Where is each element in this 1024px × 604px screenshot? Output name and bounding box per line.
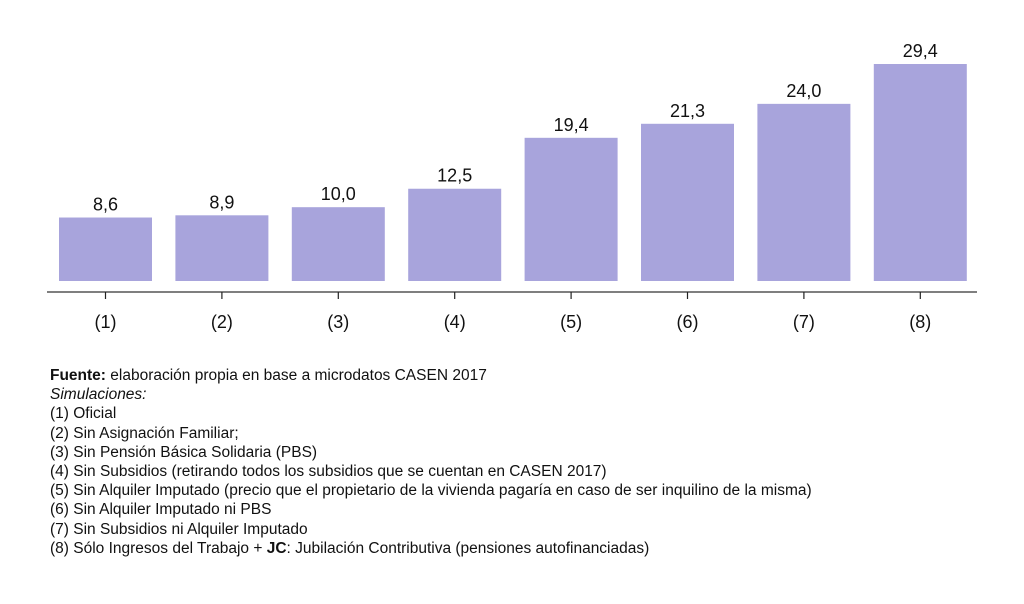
data-label-4: 12,5: [437, 166, 472, 186]
x-tick-label-7: (7): [793, 312, 815, 332]
simulation-item-6: (6) Sin Alquiler Imputado ni PBS: [50, 501, 272, 519]
x-tick-label-6: (6): [677, 312, 699, 332]
data-label-1: 8,6: [93, 195, 118, 215]
x-tick-label-3: (3): [327, 312, 349, 332]
source-label: Fuente:: [50, 367, 106, 384]
x-tick-label-5: (5): [560, 312, 582, 332]
x-tick-label-8: (8): [909, 312, 931, 332]
data-label-8: 29,4: [903, 41, 938, 61]
simulation-item-3: (3) Sin Pensión Básica Solidaria (PBS): [50, 443, 318, 461]
bar-4: [408, 188, 502, 281]
simulation-item-8: (8) Sólo Ingresos del Trabajo + JC: Jubi…: [50, 539, 812, 558]
simulation-item-4: (4) Sin Subsidios (retirando todos los s…: [50, 463, 607, 481]
chart-notes: Fuente: elaboración propia en base a mic…: [50, 366, 812, 558]
source-text: elaboración propia en base a microdatos …: [105, 367, 487, 384]
data-label-3: 10,0: [321, 184, 356, 204]
bar-3: [291, 207, 385, 281]
simulation-item-7: (7) Sin Subsidios ni Alquiler Imputado: [50, 520, 308, 538]
item8-suffix: : Jubilación Contributiva (pensiones aut…: [286, 539, 650, 557]
item8-prefix: (8) Sólo Ingresos del Trabajo +: [50, 539, 267, 557]
data-label-7: 24,0: [786, 81, 821, 101]
item8-bold: JC: [266, 539, 287, 557]
source-line: Fuente: elaboración propia en base a mic…: [50, 366, 812, 385]
bar-6: [641, 123, 734, 282]
data-label-5: 19,4: [554, 115, 589, 135]
bar-8: [873, 64, 967, 281]
bar-chart: 8,6 8,9 10,0 12,5 19,4 21,3 24,0 29,4 (1) (2) (3)…: [47, 41, 977, 332]
simulation-item-2: (2) Sin Asignación Familiar;: [50, 424, 239, 442]
data-label-2: 8,9: [209, 192, 234, 212]
bar-5: [524, 137, 618, 281]
x-tick-label-4: (4): [444, 312, 466, 332]
data-label-6: 21,3: [670, 101, 705, 121]
x-tick-label-2: (2): [211, 312, 233, 332]
bar-2: [175, 215, 269, 281]
x-tick-label-1: (1): [95, 312, 117, 332]
simulation-item-1: (1) Oficial: [50, 405, 117, 423]
simulation-item-5: (5) Sin Alquiler Imputado (precio que el…: [50, 482, 812, 500]
bar-1: [59, 217, 152, 281]
simulations-heading: Simulaciones:: [50, 386, 147, 404]
bar-7: [757, 103, 851, 281]
